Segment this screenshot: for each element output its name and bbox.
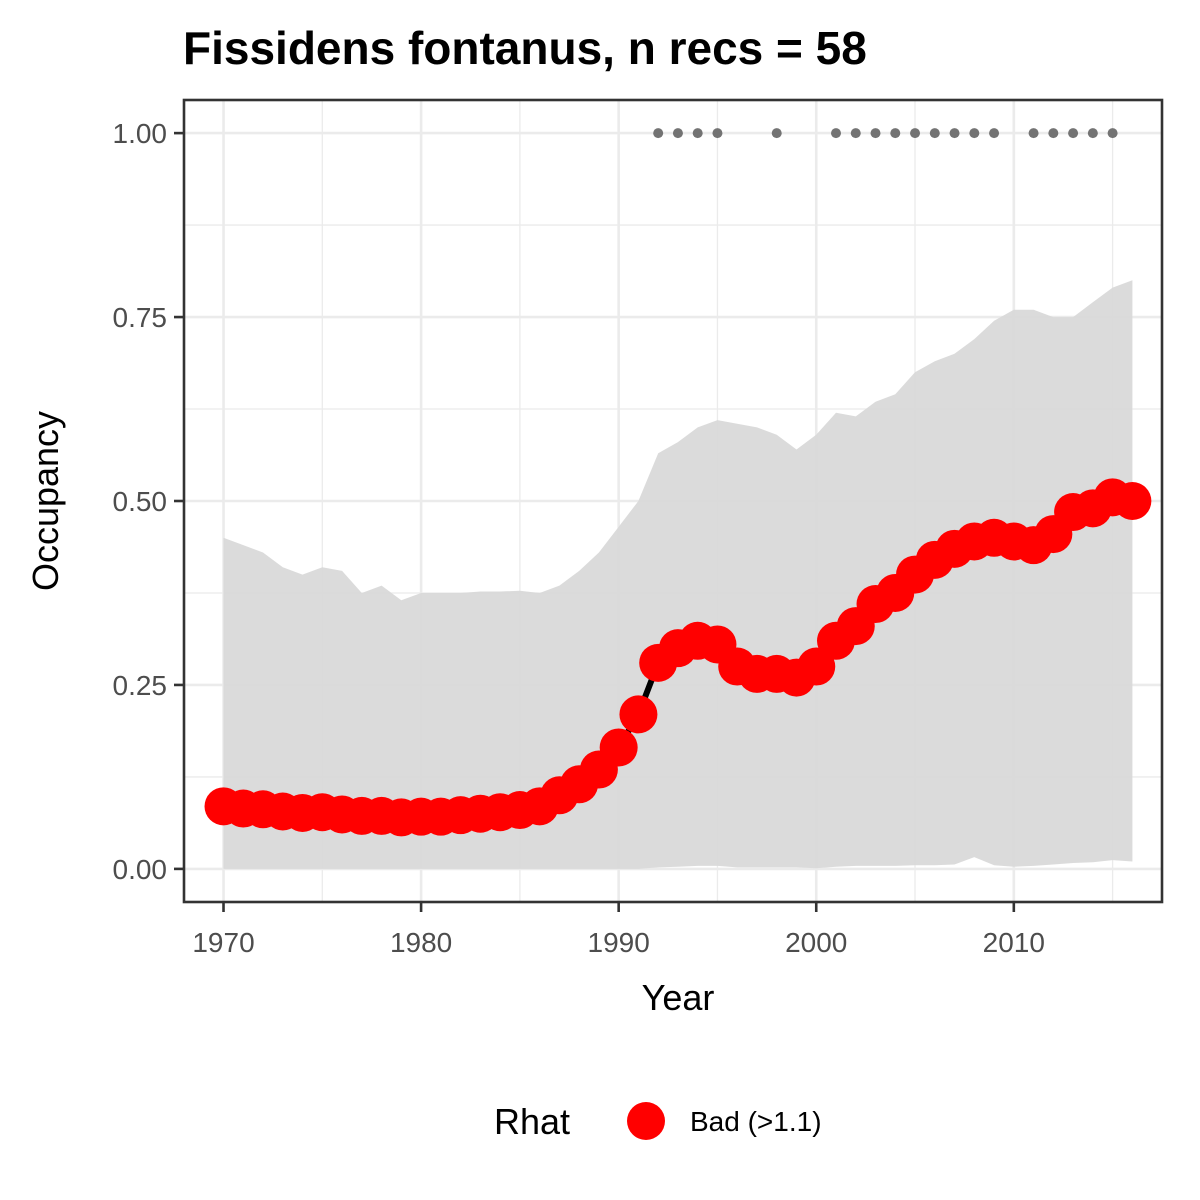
- y-tick-label: 0.75: [113, 302, 168, 333]
- record-marker: [831, 128, 841, 139]
- record-marker: [989, 128, 1000, 139]
- record-marker: [1107, 128, 1118, 139]
- record-markers: [653, 128, 1118, 139]
- y-tick-label: 0.00: [113, 854, 168, 885]
- occupancy-points: [204, 478, 1152, 837]
- record-marker: [910, 128, 921, 139]
- record-marker: [870, 128, 881, 139]
- y-axis: 0.00 0.25 0.50 0.75 1.00: [113, 118, 184, 885]
- legend-key-bad: [627, 1102, 665, 1140]
- x-tick-label: 2000: [785, 927, 847, 958]
- x-tick-label: 1980: [390, 927, 452, 958]
- x-tick-label: 1990: [588, 927, 650, 958]
- occupancy-point: [797, 647, 836, 686]
- occupancy-point: [1113, 482, 1152, 520]
- x-axis-title: Year: [642, 977, 715, 1018]
- y-tick-label: 0.50: [113, 486, 168, 517]
- record-marker: [949, 128, 960, 139]
- confidence-ribbon: [223, 280, 1133, 869]
- y-axis-title: Occupancy: [25, 411, 66, 591]
- occupancy-point: [619, 695, 658, 734]
- record-marker: [653, 128, 664, 139]
- record-marker: [692, 128, 703, 139]
- record-marker: [712, 128, 723, 139]
- record-marker: [969, 128, 980, 139]
- x-axis: 1970 1980 1990 2000 2010: [192, 902, 1045, 958]
- legend-label-bad: Bad (>1.1): [690, 1106, 822, 1137]
- legend-title: Rhat: [494, 1101, 570, 1142]
- record-marker: [890, 128, 901, 139]
- record-marker: [672, 128, 683, 139]
- record-marker: [771, 128, 782, 139]
- chart-title: Fissidens fontanus, n recs = 58: [183, 22, 867, 74]
- y-tick-label: 1.00: [113, 118, 168, 149]
- record-marker: [850, 128, 861, 139]
- x-tick-label: 2010: [983, 927, 1045, 958]
- y-tick-label: 0.25: [113, 670, 168, 701]
- x-tick-label: 1970: [192, 927, 254, 958]
- record-marker: [1068, 128, 1079, 139]
- occupancy-point: [599, 728, 638, 767]
- record-marker: [1028, 128, 1039, 139]
- record-marker: [929, 128, 940, 139]
- legend: Rhat Bad (>1.1): [494, 1101, 822, 1142]
- record-marker: [1087, 128, 1098, 139]
- record-marker: [1048, 128, 1059, 139]
